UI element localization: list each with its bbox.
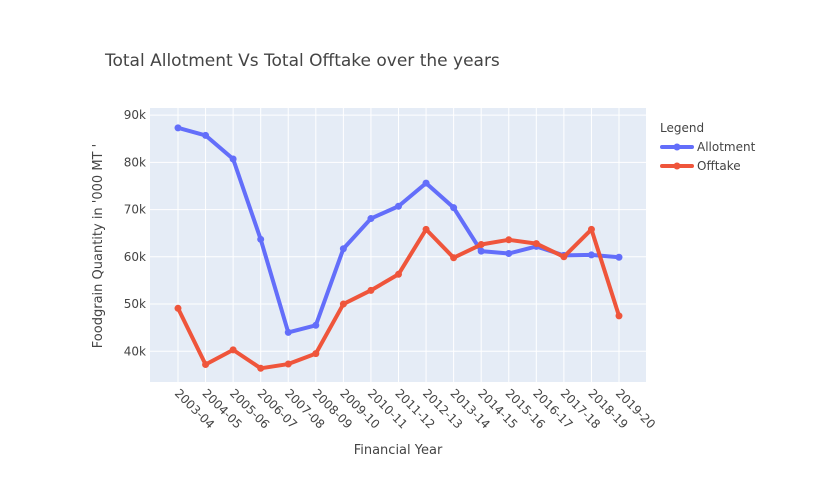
offtake-point[interactable] [395,270,402,278]
y-tick-label: 60k [124,250,146,264]
allotment-point[interactable] [229,155,237,163]
legend-title: Legend [660,121,704,135]
y-tick-label: 50k [124,297,146,311]
y-tick-label: 70k [124,203,146,217]
offtake-point[interactable] [229,346,237,354]
allotment-point[interactable] [505,250,513,258]
series-layer [174,124,623,372]
legend-item-offtake[interactable]: Offtake [660,159,741,173]
offtake-point[interactable] [422,225,430,233]
offtake-point[interactable] [339,300,347,308]
allotment-point[interactable] [477,247,485,255]
allotment-point[interactable] [202,131,210,139]
x-axis-ticks: 2003-042004-052005-062006-072007-082008-… [172,386,658,431]
legend-item-allotment[interactable]: Allotment [660,140,756,154]
offtake-point[interactable] [174,304,182,312]
chart-title: Total Allotment Vs Total Offtake over th… [104,51,500,71]
offtake-point[interactable] [505,236,513,244]
y-axis-ticks: 40k 50k 60k 70k 80k 90k [124,108,146,358]
legend-marker-offtake [673,162,681,170]
legend-label-allotment: Allotment [697,140,756,154]
offtake-point[interactable] [477,241,485,249]
offtake-point[interactable] [367,286,375,294]
allotment-point[interactable] [450,204,458,212]
allotment-point[interactable] [615,253,623,261]
legend-label-offtake: Offtake [697,159,741,173]
allotment-point[interactable] [367,215,375,223]
series-offtake [174,225,623,372]
offtake-point[interactable] [450,254,458,262]
y-tick-label: 40k [124,344,146,358]
offtake-point[interactable] [560,253,568,261]
y-tick-label: 90k [124,108,146,122]
allotment-point[interactable] [395,202,402,210]
offtake-point[interactable] [312,350,320,358]
allotment-point[interactable] [312,321,320,329]
allotment-point[interactable] [257,235,265,243]
legend[interactable]: Legend Allotment Offtake [660,121,756,173]
offtake-point[interactable] [284,360,292,368]
allotment-point[interactable] [284,328,292,336]
allotment-point[interactable] [587,251,595,259]
allotment-point[interactable] [422,179,430,187]
offtake-point[interactable] [257,364,265,372]
x-axis-title: Financial Year [354,443,443,458]
y-tick-label: 80k [124,155,146,169]
offtake-point[interactable] [202,361,210,369]
allotment-point[interactable] [339,245,347,253]
allotment-point[interactable] [174,124,182,132]
legend-items: Allotment Offtake [660,140,756,173]
offtake-point[interactable] [615,312,623,320]
y-axis-title: Foodgrain Quantity in '000 MT ' [91,144,106,348]
legend-marker-allotment [673,143,681,151]
offtake-point[interactable] [532,240,540,248]
offtake-point[interactable] [587,225,595,233]
